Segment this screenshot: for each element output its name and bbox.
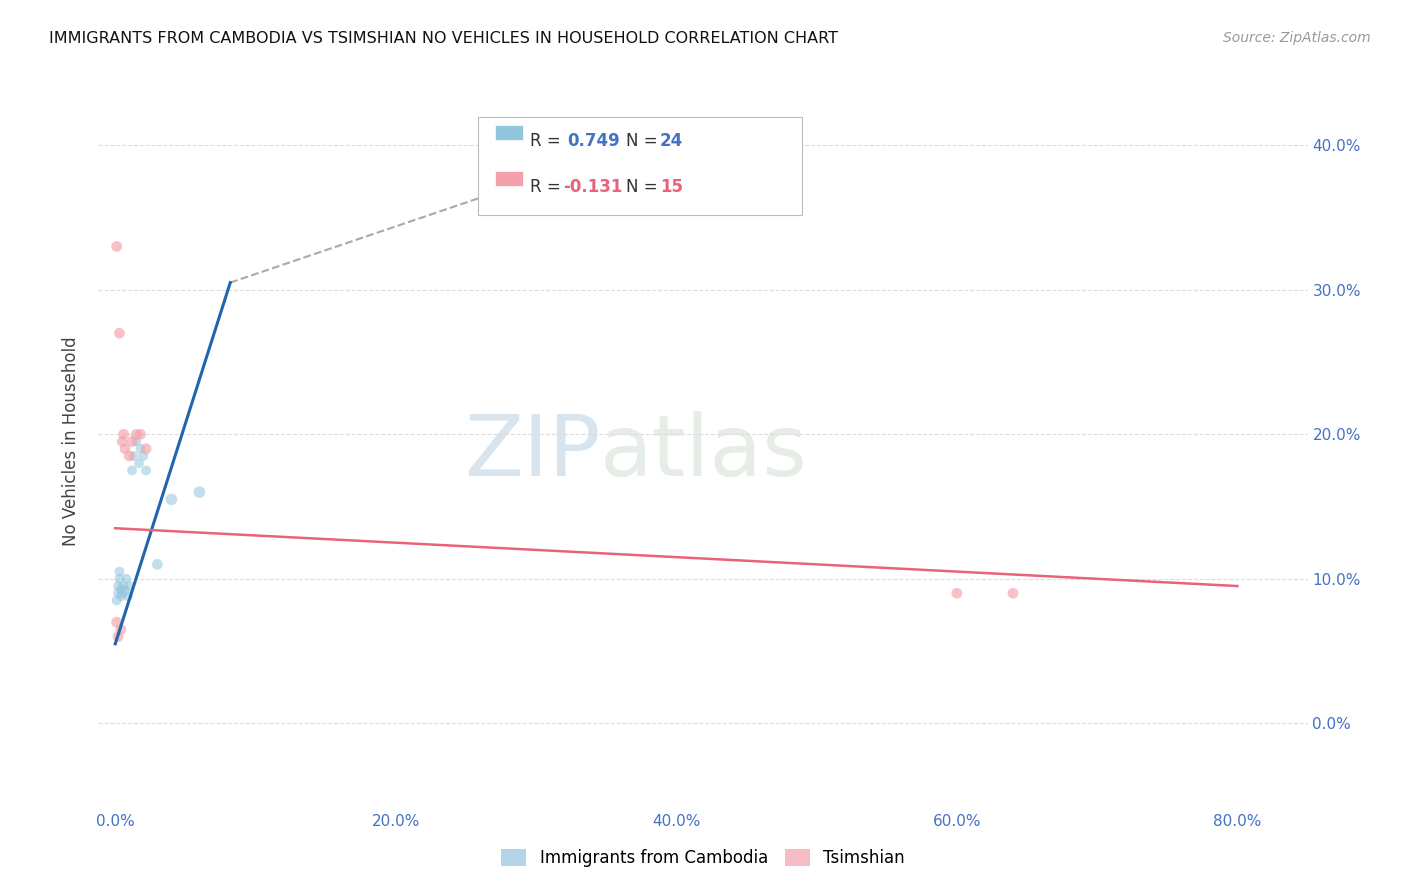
Text: N =: N = — [626, 178, 662, 196]
Point — [129, 427, 152, 442]
Point — [117, 589, 139, 603]
Point — [146, 558, 169, 572]
Point — [114, 442, 136, 456]
Point — [107, 579, 129, 593]
Point — [107, 630, 129, 644]
Point — [135, 463, 157, 477]
Point — [115, 572, 138, 586]
Text: R =: R = — [530, 178, 567, 196]
Point — [128, 456, 150, 470]
Point — [111, 586, 134, 600]
Point — [107, 586, 129, 600]
Point — [118, 579, 141, 593]
Legend: Immigrants from Cambodia, Tsimshian: Immigrants from Cambodia, Tsimshian — [495, 842, 911, 874]
Text: atlas: atlas — [600, 411, 808, 494]
Point — [121, 463, 143, 477]
Point — [125, 427, 148, 442]
Point — [132, 449, 155, 463]
Point — [160, 492, 183, 507]
Point — [118, 449, 141, 463]
Point — [108, 326, 131, 341]
Point — [111, 434, 134, 449]
Point — [129, 442, 152, 456]
Point — [105, 615, 128, 630]
Point — [122, 449, 145, 463]
Point — [188, 485, 211, 500]
Point — [121, 434, 143, 449]
Point — [110, 623, 132, 637]
Point — [946, 586, 969, 600]
Text: N =: N = — [626, 132, 662, 150]
Y-axis label: No Vehicles in Household: No Vehicles in Household — [62, 336, 80, 547]
Point — [125, 434, 148, 449]
Point — [114, 583, 136, 598]
Text: 24: 24 — [659, 132, 683, 150]
Point — [105, 239, 128, 253]
Point — [110, 589, 132, 603]
Point — [112, 427, 135, 442]
Point — [105, 593, 128, 607]
Text: R =: R = — [530, 132, 567, 150]
Text: IMMIGRANTS FROM CAMBODIA VS TSIMSHIAN NO VEHICLES IN HOUSEHOLD CORRELATION CHART: IMMIGRANTS FROM CAMBODIA VS TSIMSHIAN NO… — [49, 31, 838, 46]
Point — [595, 160, 617, 174]
Text: 15: 15 — [659, 178, 683, 196]
Point — [108, 565, 131, 579]
Point — [112, 579, 135, 593]
Text: 0.749: 0.749 — [567, 132, 620, 150]
Text: ZIP: ZIP — [464, 411, 600, 494]
Text: Source: ZipAtlas.com: Source: ZipAtlas.com — [1223, 31, 1371, 45]
Point — [135, 442, 157, 456]
Point — [1001, 586, 1024, 600]
Point — [108, 572, 131, 586]
Point — [110, 582, 132, 596]
Text: -0.131: -0.131 — [562, 178, 621, 196]
